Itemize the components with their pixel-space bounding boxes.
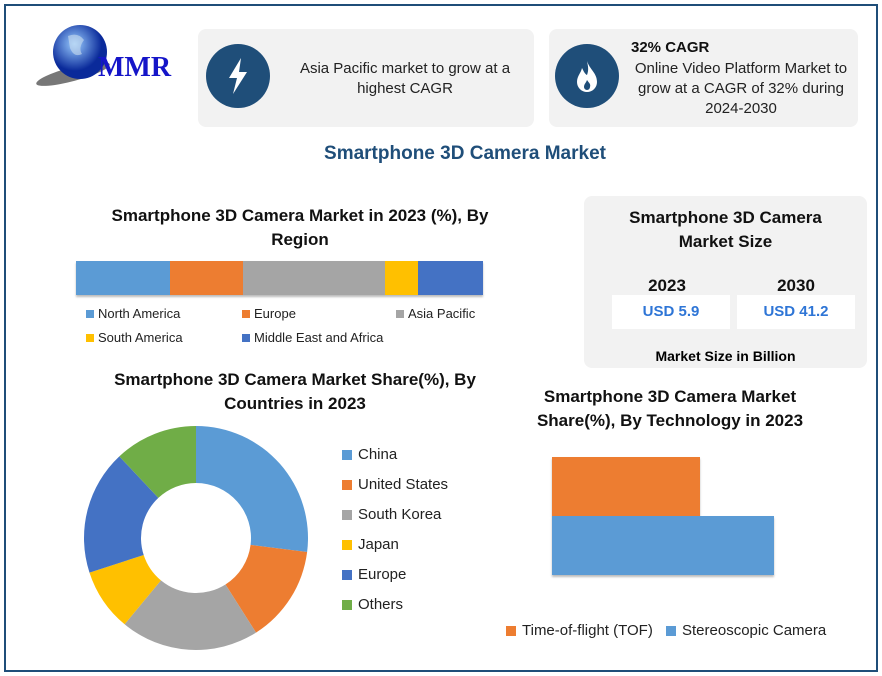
legend-label: Time-of-flight (TOF) [522,622,653,639]
card-text: Asia Pacific market to grow at a highest… [299,60,511,97]
year-2030: 2030 [777,276,815,295]
legend-label: United States [358,476,449,493]
donut-slice [119,426,196,498]
lightning-icon [206,44,270,108]
legend-swatch [666,625,676,636]
technology-chart-title: Smartphone 3D Camera Market Share(%), By… [536,387,804,430]
cagr-card: 32% CAGR Online Video Platform Market to… [549,29,858,127]
legend-swatch [86,333,94,342]
globe-icon [36,25,110,86]
cagr-heading: 32% CAGR [631,39,710,56]
region-legend-item: Middle East and Africa [242,330,383,345]
legend-label: South Korea [358,506,442,523]
region-stacked-bar [76,261,483,295]
logo-text: MMR [98,52,172,83]
country-legend-item: Japan [342,536,399,553]
region-legend-item: Asia Pacific [396,306,475,321]
year-2023: 2023 [648,276,686,295]
region-legend-item: North America [86,306,180,321]
region-chart-title: Smartphone 3D Camera Market in 2023 (%),… [111,206,489,249]
donut-slice [225,544,308,633]
legend-label: Europe [358,566,407,583]
region-legend-item: South America [86,330,183,345]
country-legend-item: China [342,446,397,463]
frame [4,4,878,672]
legend-label: Stereoscopic Camera [682,622,827,639]
country-legend-item: Others [342,596,403,613]
region-segment [169,261,243,295]
donut-slice [196,426,308,553]
legend-swatch [342,509,352,520]
country-legend-item: South Korea [342,506,441,523]
technology-bar [552,516,774,575]
card-text: Online Video Platform Market to grow at … [634,60,848,117]
market-size-footer: Market Size in Billion [655,348,796,364]
legend-label: Asia Pacific [408,306,476,321]
donut-slice [124,580,257,650]
legend-label: South America [98,330,183,345]
asia-pacific-card: Asia Pacific market to grow at a highest… [198,29,534,127]
market-size-card: Smartphone 3D Camera Market Size 2023 20… [584,196,867,368]
legend-swatch [242,333,250,342]
region-segment [242,261,386,295]
technology-bar [552,457,700,516]
legend-label: North America [98,306,181,321]
legend-swatch [342,599,352,610]
legend-swatch [342,539,352,550]
legend-label: Middle East and Africa [254,330,384,345]
country-donut-chart [83,426,308,650]
technology-legend-item: Stereoscopic Camera [666,622,826,639]
legend-label: Europe [254,306,296,321]
flame-icon [555,44,619,108]
legend-swatch [242,309,250,318]
legend-label: Japan [358,536,399,553]
value-2030: USD 41.2 [737,295,855,329]
main-title: Smartphone 3D Camera Market [324,143,606,164]
region-segment [417,261,483,295]
country-chart-title: Smartphone 3D Camera Market Share(%), By… [114,370,476,413]
legend-label: Others [358,596,404,613]
value-2023: USD 5.9 [612,295,730,329]
legend-label: China [358,446,398,463]
region-segment [76,261,170,295]
donut-slice [89,554,161,625]
legend-swatch [342,479,352,490]
region-legend-item: Europe [242,306,296,321]
legend-swatch [342,569,352,580]
legend-swatch [86,309,94,318]
mmr-logo: MMR [28,22,188,86]
legend-swatch [342,449,352,460]
country-legend-item: United States [342,476,448,493]
legend-swatch [396,309,404,318]
donut-slice [83,456,159,573]
country-legend-item: Europe [342,566,406,583]
region-segment [385,261,418,295]
market-size-title: Smartphone 3D Camera Market Size [629,208,822,251]
technology-legend-item: Time-of-flight (TOF) [506,622,653,639]
legend-swatch [506,625,516,636]
